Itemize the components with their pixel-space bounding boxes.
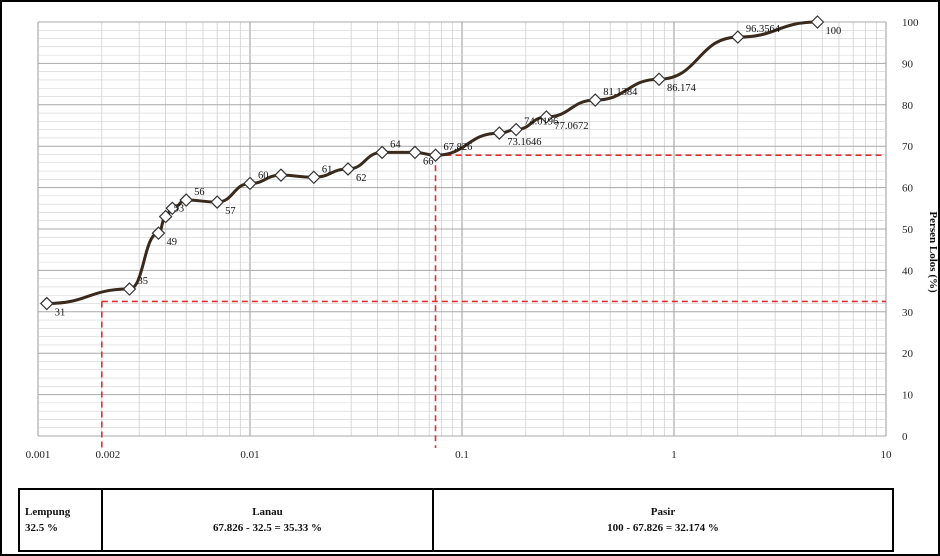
grain-size-chart: 31 35 49 53 56 57 60 61 62 64 66 67.826 73.1646 74.01… bbox=[26, 15, 938, 461]
data-point-label: 81.1384 bbox=[603, 87, 638, 98]
data-point-label: 60 bbox=[258, 170, 269, 181]
y-tick-label: 30 bbox=[902, 307, 914, 319]
silt-value: 67.826 - 32.5 = 35.33 % bbox=[213, 522, 322, 534]
point-labels: 31 35 49 53 56 57 60 61 62 64 66 67.826 73.1646 74.01… bbox=[55, 24, 841, 318]
data-point-marker bbox=[274, 168, 288, 183]
data-point-marker bbox=[588, 93, 603, 107]
data-point-label: 64 bbox=[390, 139, 401, 150]
data-point-marker bbox=[165, 201, 180, 216]
y-tick-label: 90 bbox=[902, 58, 914, 70]
y-tick-label: 10 bbox=[902, 390, 914, 402]
data-point-marker bbox=[492, 126, 507, 140]
data-point-marker bbox=[428, 148, 443, 163]
data-point-marker bbox=[810, 15, 825, 29]
x-tick-label: 0.001 bbox=[26, 449, 51, 461]
data-point-label: 67.826 bbox=[444, 142, 473, 153]
grid bbox=[37, 21, 887, 437]
data-point-marker bbox=[730, 30, 745, 44]
axis-ticks: 0.001 0.01 0.1 1 10 0.002 0 10 20 30 40 50 60 70 80 90 1… bbox=[26, 17, 919, 461]
data-point-label: 35 bbox=[137, 276, 148, 287]
data-point-marker bbox=[39, 296, 54, 311]
data-point-marker bbox=[122, 282, 137, 296]
data-point-marker bbox=[652, 72, 666, 87]
data-point-label: 73.1646 bbox=[507, 137, 541, 148]
clay-cell: Lempung 32.5 % bbox=[20, 490, 103, 550]
reference-lines bbox=[101, 154, 886, 448]
data-point-label: 57 bbox=[225, 206, 236, 217]
silt-cell: Lanau 67.826 - 32.5 = 35.33 % bbox=[103, 490, 434, 550]
x-tick-label: 0.002 bbox=[95, 449, 120, 461]
data-point-marker bbox=[509, 122, 523, 137]
data-point-label: 53 bbox=[174, 204, 185, 215]
x-tick-label: 1 bbox=[671, 449, 677, 461]
data-point-marker bbox=[151, 226, 166, 240]
data-point-label: 77.0672 bbox=[554, 121, 588, 132]
y-tick-label: 50 bbox=[902, 224, 914, 236]
data-point-marker bbox=[408, 145, 422, 160]
y-tick-label: 100 bbox=[902, 17, 919, 29]
silt-name: Lanau bbox=[252, 506, 283, 518]
x-tick-label: 0.01 bbox=[240, 449, 259, 461]
data-point-marker bbox=[375, 145, 389, 160]
y-tick-label: 20 bbox=[902, 348, 914, 360]
sand-name: Pasir bbox=[650, 506, 676, 518]
data-point-marker bbox=[306, 170, 321, 185]
y-tick-label: 0 bbox=[902, 431, 908, 443]
data-point-marker bbox=[243, 176, 257, 191]
y-tick-label: 60 bbox=[902, 183, 914, 195]
y-tick-label: 80 bbox=[902, 100, 914, 112]
data-point-marker bbox=[341, 162, 355, 176]
clay-name: Lempung bbox=[25, 506, 71, 518]
data-point-label: 74.0196 bbox=[524, 117, 558, 128]
data-point-label: 61 bbox=[322, 164, 333, 175]
soil-classification-table: Lempung 32.5 % Lanau 67.826 - 32.5 = 35.… bbox=[18, 488, 894, 552]
data-point-marker bbox=[539, 110, 554, 124]
y-axis-title: Persen Lolos (%) bbox=[927, 211, 938, 293]
data-point-label: 100 bbox=[825, 26, 841, 37]
data-point-label: 31 bbox=[55, 308, 66, 319]
data-point-marker bbox=[210, 195, 225, 209]
data-point-label: 49 bbox=[166, 237, 177, 248]
data-point-label: 86.174 bbox=[667, 83, 697, 94]
data-point-label: 96.3564 bbox=[746, 24, 781, 35]
x-tick-label: 0.1 bbox=[455, 449, 469, 461]
data-point-label: 62 bbox=[356, 173, 367, 184]
sand-cell: Pasir 100 - 67.826 = 32.174 % bbox=[434, 490, 892, 550]
data-point-marker bbox=[158, 209, 173, 224]
clay-value: 32.5 % bbox=[25, 522, 58, 534]
data-points bbox=[39, 15, 825, 311]
data-point-label: 66 bbox=[423, 156, 434, 167]
sand-value: 100 - 67.826 = 32.174 % bbox=[607, 522, 719, 534]
data-point-marker bbox=[179, 193, 194, 207]
y-tick-label: 70 bbox=[902, 141, 914, 153]
y-tick-label: 40 bbox=[902, 265, 914, 277]
data-point-label: 56 bbox=[194, 187, 205, 198]
x-tick-label: 10 bbox=[881, 449, 893, 461]
